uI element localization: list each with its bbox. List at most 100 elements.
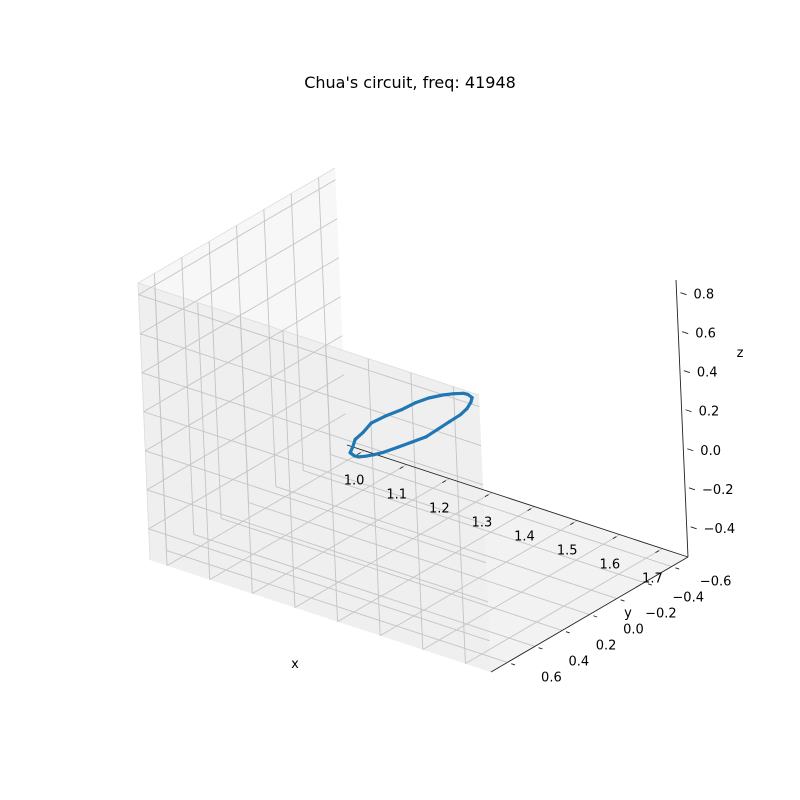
y-grid-line [248, 502, 590, 615]
z-axis-line [675, 279, 689, 558]
y-grid-line [193, 534, 535, 647]
trajectory-point [357, 455, 361, 459]
y-tick-label: 0.2 [596, 639, 617, 654]
z-tick-mark [683, 370, 691, 374]
z-grid-line [139, 218, 338, 335]
trajectory-point [452, 392, 456, 396]
trajectory-point [372, 453, 376, 457]
plot-axes [346, 279, 689, 673]
y-tick-mark [511, 663, 516, 666]
trajectory-point [462, 391, 466, 395]
z-tick-label: 0.8 [694, 288, 715, 303]
x-tick-mark [484, 494, 489, 498]
y-grid-line [153, 273, 167, 551]
y-grid-line [318, 177, 332, 455]
trajectory-point [465, 407, 469, 411]
chart-title: Chua's circuit, freq: 41948 [304, 73, 516, 92]
z-tick-label: 0.2 [699, 405, 720, 420]
z-grid-line [145, 335, 343, 452]
x-tick-label: 1.2 [429, 502, 450, 517]
trajectory-point [364, 454, 368, 458]
x-tick-mark [442, 480, 447, 484]
y-grid-line [236, 225, 249, 503]
z-tick-mark [690, 526, 697, 530]
y-tick-mark [593, 615, 598, 618]
z-grid-line [146, 374, 345, 491]
y-grid-line [220, 518, 563, 631]
z-tick-mark [682, 331, 689, 335]
x-tick-mark [527, 508, 532, 512]
trajectory-point [395, 445, 399, 449]
z-grid-line [148, 528, 490, 642]
y-tick-mark [620, 599, 625, 602]
trajectory-point [399, 408, 403, 412]
trajectory-point [441, 393, 445, 397]
y-grid-line [263, 209, 277, 487]
tick-marks [356, 292, 697, 666]
z-axis-label: z [737, 346, 744, 361]
y-tick-label: −0.2 [645, 607, 677, 622]
z-grid-line [138, 179, 336, 296]
trajectory-point [436, 427, 441, 431]
x-grid-line [452, 386, 466, 664]
y-grid-line [303, 470, 645, 583]
trajectory-point [352, 454, 356, 458]
trajectory-point [383, 414, 387, 418]
z-grid-line [141, 257, 340, 374]
z-tick-label: −0.2 [702, 483, 734, 498]
x-tick-label: 1.5 [557, 544, 578, 559]
x-tick-mark [655, 550, 660, 554]
y-tick-label: 0.6 [541, 670, 562, 685]
x-tick-mark [356, 452, 361, 456]
trajectory-point [353, 437, 357, 442]
x-grid-line [282, 330, 296, 608]
pane-edge [137, 282, 151, 561]
z-grid-line [141, 372, 484, 486]
x-grid-line [197, 302, 211, 580]
x-tick-label: 1.7 [642, 572, 663, 587]
y-tick-label: −0.4 [672, 591, 704, 606]
tick-labels: 1.01.11.21.31.41.51.61.7 −0.6−0.4−0.20.00… [344, 288, 735, 686]
z-tick-mark [680, 292, 687, 296]
y-tick-label: 0.0 [623, 623, 644, 638]
z-tick-mark [687, 448, 694, 452]
z-tick-label: 0.0 [700, 444, 721, 459]
x-axis-line [346, 444, 689, 558]
y-tick-mark [565, 631, 570, 634]
y-tick-label: −0.6 [700, 575, 732, 590]
trajectory-point [382, 450, 386, 454]
x-tick-label: 1.6 [599, 558, 620, 573]
y-axis-line [490, 556, 689, 673]
plot-grid [138, 177, 672, 664]
z-grid-line [143, 296, 341, 413]
z-tick-label: 0.4 [697, 366, 718, 381]
x-tick-label: 1.4 [514, 530, 535, 545]
trajectory-point [427, 396, 431, 400]
z-grid-line [140, 333, 482, 447]
y-tick-mark [538, 647, 543, 650]
x-tick-label: 1.3 [472, 516, 493, 531]
z-tick-label: −0.4 [704, 522, 736, 537]
z-grid-line [138, 294, 480, 408]
z-grid-line [145, 450, 487, 564]
x-tick-label: 1.0 [344, 474, 365, 489]
z-tick-label: 0.6 [695, 327, 716, 342]
x-grid-line [367, 358, 381, 636]
x-tick-mark [399, 466, 404, 470]
trajectory-point [447, 420, 451, 424]
y-grid-line [208, 241, 222, 519]
y-grid-line [181, 257, 195, 535]
y-tick-mark [675, 567, 680, 570]
x-tick-mark [612, 536, 617, 540]
trajectory-point [350, 452, 354, 456]
y-grid-line [290, 193, 304, 471]
trajectory-point [466, 392, 470, 396]
z-grid-line [143, 411, 485, 525]
x-axis-label: x [291, 657, 299, 672]
y-tick-label: 0.4 [568, 654, 589, 669]
trajectory-point [361, 430, 365, 434]
x-tick-mark [570, 522, 574, 526]
trajectory-point [351, 445, 355, 449]
trajectory-point [409, 440, 413, 444]
